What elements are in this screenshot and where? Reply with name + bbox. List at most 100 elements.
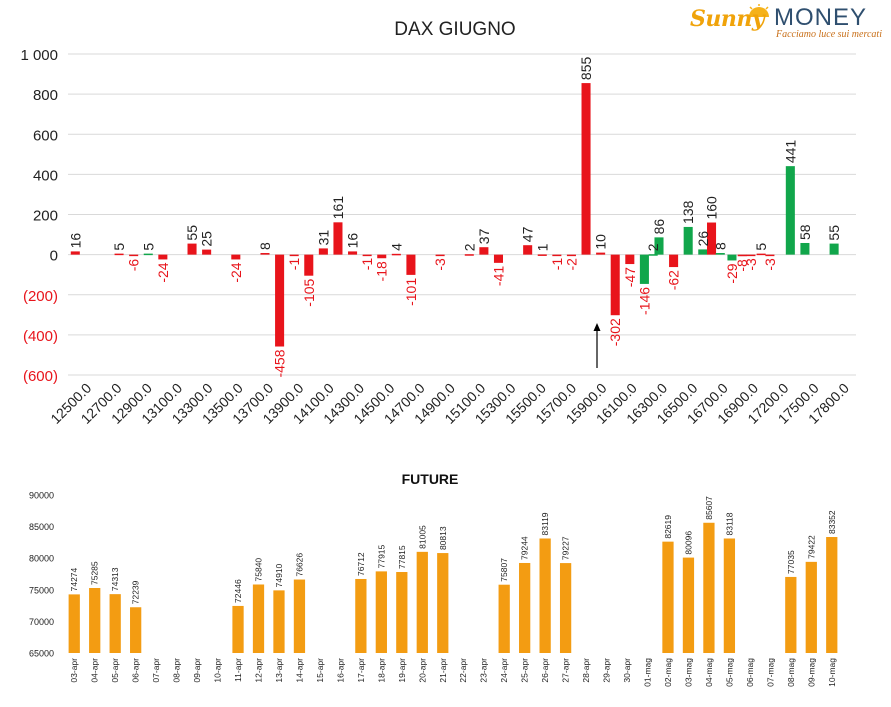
data-label: 74910 (274, 563, 284, 587)
x-tick-label: 25-apr (520, 658, 530, 683)
data-label: 16 (67, 233, 83, 249)
x-tick-label: 10-apr (213, 658, 223, 683)
y-tick-label: 200 (33, 208, 58, 225)
data-labels-future: 74274 75285 74313 72239 72446 75840 74910 76626… (69, 496, 837, 604)
x-tick-label: 01-mag (643, 658, 653, 687)
x-tick-label: 09-apr (192, 658, 202, 683)
x-tick-label: 24-apr (499, 658, 509, 683)
x-tick-label: 17-apr (356, 658, 366, 683)
bar (304, 254, 314, 276)
data-label: 8 (257, 242, 273, 250)
y-tick-label: (200) (23, 288, 58, 305)
bar (158, 254, 168, 260)
data-label: 5 (140, 243, 156, 251)
bar (723, 538, 736, 653)
data-label: 55 (184, 225, 200, 241)
data-label: -105 (301, 278, 317, 306)
data-label: 55 (826, 225, 842, 241)
bar (479, 247, 489, 255)
x-tick-label: 18-apr (376, 658, 386, 683)
bar (333, 222, 343, 255)
sunny-money-logo: Sunny MONEY Facciamo luce sui mercati (690, 4, 890, 42)
data-label: 75285 (90, 561, 100, 585)
data-label: 2 (461, 243, 477, 251)
bar (260, 253, 270, 255)
data-label: 5 (753, 243, 769, 251)
bar (109, 594, 121, 653)
x-tick-label: 16-apr (335, 658, 345, 683)
bar (143, 253, 153, 256)
bar (464, 254, 474, 256)
bar (523, 245, 533, 255)
dax-giugno-chart: DAX GIUGNO 1 000 800 600 400 200 0 (200) (400) (… (20, 19, 856, 427)
bar (800, 242, 810, 255)
data-label: -3 (762, 258, 778, 271)
bar (785, 576, 797, 653)
data-label: -458 (272, 349, 288, 377)
x-tick-label: 13-apr (274, 658, 284, 683)
data-label: 160 (704, 196, 720, 220)
bar (596, 252, 606, 255)
data-label: -3 (743, 258, 759, 271)
bar (662, 541, 674, 653)
bar (669, 254, 679, 268)
bar (68, 594, 80, 653)
data-label: 83118 (724, 512, 734, 535)
data-label: -3 (432, 258, 448, 271)
data-label: 75807 (499, 558, 509, 582)
data-label: 161 (330, 196, 346, 220)
bar (559, 563, 572, 653)
y-tick-label: 80000 (29, 554, 54, 564)
x-tick-label: 07-mag (765, 658, 775, 687)
x-tick-label: 26-apr (540, 658, 550, 683)
bar (70, 251, 80, 255)
bar (289, 254, 299, 257)
x-tick-label: 06-mag (745, 658, 755, 687)
data-label: -47 (622, 267, 638, 287)
data-label: 72239 (131, 580, 141, 604)
bar (273, 590, 285, 653)
data-label: -146 (636, 287, 652, 315)
data-label: -6 (126, 259, 142, 272)
data-labels: 16 5-65-245525-248-458-1-1053116116-1-184… (67, 57, 842, 378)
bar (683, 226, 693, 255)
x-tick-label: 28-apr (581, 658, 591, 683)
x-tick-label: 07-apr (151, 658, 161, 683)
bar (566, 254, 576, 257)
x-tick-label: 05-mag (724, 658, 734, 687)
bar-series (70, 83, 839, 347)
y-tick-label: 800 (33, 87, 58, 104)
data-label: 82619 (663, 515, 673, 539)
y-tick-label: (600) (23, 368, 58, 385)
y-grid (68, 53, 856, 376)
logo-brand-sunny: Sunny (690, 6, 765, 32)
data-label: 74313 (110, 567, 120, 591)
data-label: 77035 (786, 550, 796, 574)
x-tick-label: 05-apr (110, 658, 120, 683)
logo-brand-money: MONEY (774, 4, 868, 31)
data-label: 79227 (561, 536, 571, 560)
data-label: 855 (578, 57, 594, 81)
y-tick-label: 600 (33, 127, 58, 144)
bar (703, 522, 715, 653)
bar (375, 571, 387, 653)
x-tick-label: 30-apr (622, 658, 632, 683)
bar (765, 254, 775, 257)
data-label: 81005 (417, 525, 427, 549)
x-axis-future: 03-apr 04-apr 05-apr 06-apr 07-apr 08-apr 09-a… (69, 658, 837, 687)
data-label: 83352 (827, 510, 837, 534)
data-label: 58 (797, 224, 813, 240)
data-label: -41 (490, 266, 506, 286)
bar (377, 254, 387, 259)
data-label: 37 (476, 228, 492, 244)
data-label: -1 (359, 258, 375, 271)
bar (89, 587, 101, 653)
bar (437, 553, 449, 653)
data-label: -29 (724, 263, 740, 283)
y-tick-label: 400 (33, 167, 58, 184)
y-tick-label: 75000 (29, 585, 54, 595)
bar (625, 254, 635, 265)
data-label: 77815 (397, 545, 407, 569)
data-label: 72446 (233, 579, 243, 603)
